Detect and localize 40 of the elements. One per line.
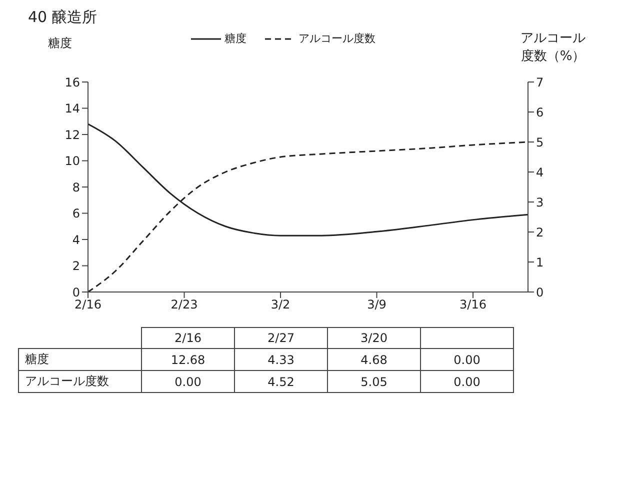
legend-label: 糖度 xyxy=(224,31,246,46)
text: 4.33 xyxy=(234,348,328,370)
y2-tick-label: 0 xyxy=(536,285,544,300)
y2-axis-title: アルコール度数（%） xyxy=(520,30,586,65)
x-tick-label: 2/16 xyxy=(74,298,102,312)
y2-tick-label: 7 xyxy=(536,75,544,90)
text: アルコール度数 xyxy=(18,370,142,392)
text: 4.68 xyxy=(328,348,420,370)
y2-tick-label: 6 xyxy=(536,105,544,120)
legend-label: アルコール度数 xyxy=(298,31,376,46)
y-tick-label: 6 xyxy=(72,206,80,221)
y2-tick-label: 4 xyxy=(536,165,544,180)
text: 0.00 xyxy=(420,370,514,392)
text: 2/16 xyxy=(142,328,234,348)
y-axis-title: 糖度 xyxy=(48,35,72,52)
y-tick-label: 4 xyxy=(72,232,80,247)
x-tick-label: 3/16 xyxy=(460,298,486,312)
text: 12.68 xyxy=(142,348,234,370)
y-tick-label: 12 xyxy=(64,128,80,142)
x-tick-label: 3/2 xyxy=(270,298,290,312)
text: 糖度 xyxy=(18,348,142,370)
y-tick-label: 0 xyxy=(72,285,80,300)
y2-tick-label: 2 xyxy=(536,225,544,240)
y2-tick-label: 3 xyxy=(536,195,544,210)
text: 5.05 xyxy=(328,370,420,392)
chart-title: 40 醸造所 xyxy=(28,8,98,27)
x-tick-label: 2/23 xyxy=(170,298,198,312)
x-tick-label: 3/9 xyxy=(367,298,386,312)
y-tick-label: 14 xyxy=(64,102,80,116)
text: 4.52 xyxy=(234,370,328,392)
y2-tick-label: 1 xyxy=(536,255,544,270)
y-tick-label: 10 xyxy=(64,154,80,168)
text: 3/20 xyxy=(328,328,420,348)
y-tick-label: 8 xyxy=(72,180,80,194)
y-tick-label: 16 xyxy=(64,75,80,90)
y2-tick-label: 5 xyxy=(536,135,544,150)
text: 0.00 xyxy=(142,370,234,392)
text: 2/27 xyxy=(234,328,328,348)
y-tick-label: 2 xyxy=(72,259,80,274)
text: 0.00 xyxy=(420,348,514,370)
